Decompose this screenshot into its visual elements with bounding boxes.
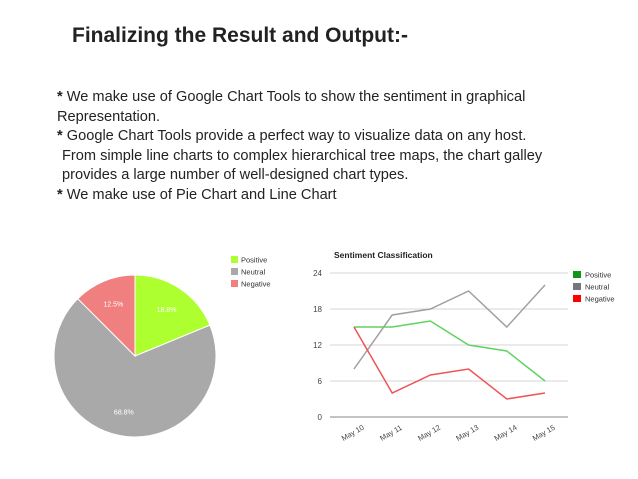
pie-slice-neutral bbox=[53, 297, 217, 438]
pie-slice-label: 18.8% bbox=[157, 307, 177, 314]
bullet-star: * bbox=[57, 89, 63, 105]
x-tick-label: May 15 bbox=[531, 423, 557, 443]
bullet-list: * We make use of Google Chart Tools to s… bbox=[57, 88, 617, 206]
series-line-positive bbox=[354, 320, 546, 382]
series-line-negative bbox=[353, 326, 546, 400]
x-tick-label: May 13 bbox=[454, 423, 480, 443]
line-legend-swatch bbox=[573, 271, 581, 278]
bullet-star: * bbox=[57, 186, 63, 203]
bullet-text: From simple line charts to complex hiera… bbox=[62, 147, 543, 164]
bullet-text: provides a large number of well-designed… bbox=[62, 167, 409, 184]
pie-chart: 18.8% 68.8% 12.5% Positive Neutral Negative bbox=[45, 248, 285, 448]
bullet-text: We make use of Google Chart Tools to sho… bbox=[62, 89, 526, 105]
bullet-text: We make use of Pie Chart and Line Chart bbox=[62, 186, 337, 203]
series-line-neutral bbox=[353, 284, 546, 370]
y-tick-label: 12 bbox=[313, 341, 322, 350]
bullet-line: From simple line charts to complex hiera… bbox=[57, 147, 617, 167]
pie-legend-swatch bbox=[231, 256, 238, 263]
bullet-text: Google Chart Tools provide a perfect way… bbox=[62, 128, 527, 145]
pie-chart-svg: 18.8% 68.8% 12.5% Positive Neutral Negative bbox=[53, 256, 271, 438]
line-legend-label: Positive bbox=[585, 271, 611, 280]
line-legend-label: Negative bbox=[585, 295, 615, 304]
pie-slice-negative bbox=[77, 274, 136, 358]
y-tick-label: 6 bbox=[318, 377, 323, 386]
line-legend-label: Neutral bbox=[585, 283, 610, 292]
line-chart-svg: Sentiment Classification 0 6 12 18 24 May 10 Ma… bbox=[313, 250, 615, 443]
bullet-line: Representation. bbox=[57, 108, 617, 128]
pie-slice-label: 68.8% bbox=[114, 410, 134, 417]
pie-legend-label: Negative bbox=[241, 280, 271, 289]
slide-title: Finalizing the Result and Output:- bbox=[72, 24, 408, 47]
x-tick-label: May 10 bbox=[340, 423, 366, 443]
x-tick-label: May 14 bbox=[493, 423, 519, 443]
x-tick-label: May 12 bbox=[416, 423, 442, 443]
line-chart-title: Sentiment Classification bbox=[334, 250, 433, 260]
pie-slice-label: 12.5% bbox=[103, 302, 123, 309]
line-legend-swatch bbox=[573, 295, 581, 302]
pie-legend-swatch bbox=[231, 280, 238, 287]
bullet-line: provides a large number of well-designed… bbox=[57, 166, 617, 186]
y-tick-label: 0 bbox=[318, 413, 323, 422]
pie-slice-positive bbox=[134, 274, 211, 357]
pie-legend-label: Positive bbox=[241, 256, 267, 265]
bullet-star: * bbox=[57, 128, 63, 145]
y-tick-label: 18 bbox=[313, 305, 322, 314]
line-legend-swatch bbox=[573, 283, 581, 290]
line-chart: Sentiment Classification 0 6 12 18 24 May 10 Ma… bbox=[298, 244, 628, 464]
pie-legend-label: Neutral bbox=[241, 268, 266, 277]
x-tick-label: May 11 bbox=[378, 423, 403, 443]
pie-legend-swatch bbox=[231, 268, 238, 275]
bullet-text: Representation. bbox=[57, 108, 161, 125]
y-tick-label: 24 bbox=[313, 269, 322, 278]
bullet-line: * We make use of Google Chart Tools to s… bbox=[57, 88, 617, 108]
bullet-line: * We make use of Pie Chart and Line Char… bbox=[57, 186, 617, 206]
bullet-line: * Google Chart Tools provide a perfect w… bbox=[57, 127, 617, 147]
